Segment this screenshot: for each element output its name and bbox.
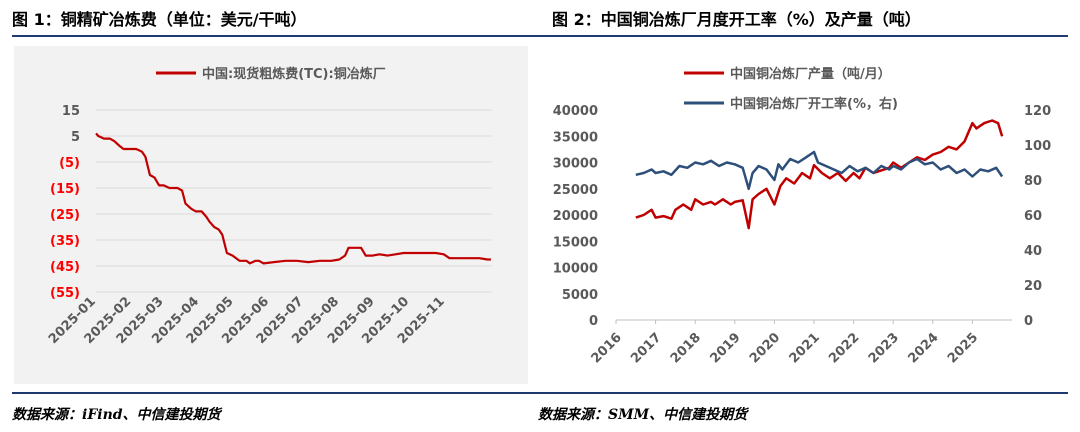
y-tick-label: 5: [71, 130, 80, 145]
series-line-utilization: [635, 150, 1004, 191]
series-line-tc: [95, 132, 491, 265]
legend-label-utilization: 中国铜冶炼厂开工率(%，右): [730, 96, 898, 112]
y-right-tick-label: 60: [1024, 209, 1042, 224]
chart-1-background: [14, 46, 528, 384]
y-left-tick-label: 40000: [553, 104, 598, 119]
x-tick-label: 2021: [787, 330, 823, 366]
y-left-tick-label: 15000: [553, 235, 598, 250]
x-tick-label: 2016: [589, 330, 625, 366]
x-tick-label: 2017: [628, 330, 664, 366]
y-right-tick-label: 20: [1024, 279, 1042, 294]
y-right-tick-label: 100: [1024, 139, 1051, 154]
y-left-tick-label: 5000: [562, 288, 598, 303]
y-tick-label: (35): [50, 234, 80, 249]
y-left-tick-label: 35000: [553, 130, 598, 145]
x-tick-label: 2024: [905, 330, 941, 366]
chart-1-tc-fee: 155(5)(15)(25)(35)(45)(55)2025-012025-02…: [46, 66, 492, 347]
y-tick-label: (45): [50, 260, 80, 275]
x-tick-label: 2020: [747, 330, 783, 366]
y-left-tick-label: 25000: [553, 183, 598, 198]
x-tick-label: 2025: [945, 330, 981, 366]
y-left-tick-label: 20000: [553, 209, 598, 224]
y-right-tick-label: 80: [1024, 174, 1042, 189]
x-tick-label: 2023: [866, 330, 902, 366]
y-tick-label: (25): [50, 208, 80, 223]
figure-1-title: 图 1：铜精矿冶炼费（单位：美元/干吨）: [12, 10, 307, 29]
y-tick-label: (15): [50, 182, 80, 197]
legend-label-output: 中国铜冶炼厂产量（吨/月）: [730, 66, 891, 82]
y-right-tick-label: 0: [1024, 314, 1033, 329]
legend-label-tc: 中国:现货粗炼费(TC):铜冶炼厂: [202, 66, 386, 82]
y-left-tick-label: 30000: [553, 157, 598, 172]
chart-2-copper-output: 0 5000 10000 15000 20000 25000 30000 35000 40000…: [553, 66, 1051, 366]
bottom-divider: [12, 392, 1068, 394]
y-right-tick-label: 120: [1024, 104, 1051, 119]
y-tick-label: (55): [50, 286, 80, 301]
series-line-output: [635, 119, 1004, 230]
x-tick-label: 2018: [668, 330, 704, 366]
y-left-tick-label: 10000: [553, 262, 598, 277]
top-divider: [12, 35, 1068, 37]
source-note-2: 数据来源：SMM、中信建投期货: [538, 407, 748, 423]
y-tick-label: 15: [62, 104, 80, 119]
x-tick-label: 2019: [707, 330, 743, 366]
y-tick-label: (5): [59, 156, 80, 171]
figure-2-title: 图 2：中国铜冶炼厂月度开工率（%）及产量（吨）: [552, 10, 921, 29]
y-right-tick-label: 40: [1024, 244, 1042, 259]
y-left-tick-label: 0: [589, 314, 598, 329]
source-note-1: 数据来源：iFind、中信建投期货: [12, 407, 221, 423]
x-tick-label: 2022: [826, 330, 862, 366]
